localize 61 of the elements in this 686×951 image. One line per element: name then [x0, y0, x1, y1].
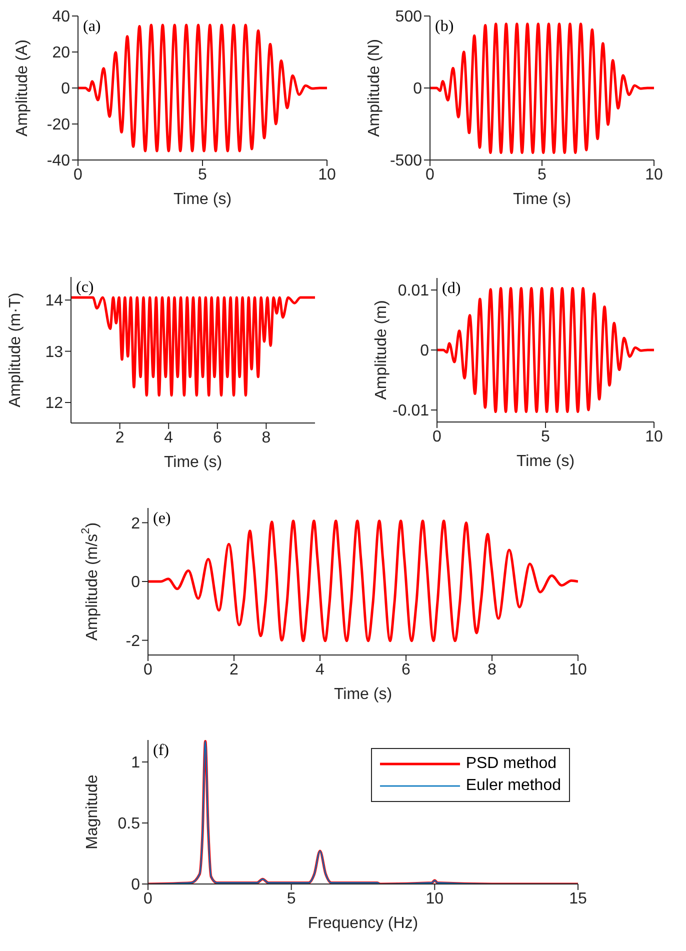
x-tick-label: 6	[402, 661, 411, 678]
y-tick-label: 13	[45, 344, 64, 361]
y-tick-label: 20	[52, 44, 70, 62]
y-axis-title: Amplitude (A)	[14, 40, 30, 136]
annotation: (d)	[442, 280, 461, 298]
y-axis-title: Magnitude	[84, 774, 100, 850]
y-tick-label: 2	[131, 515, 140, 532]
x-tick-label: 8	[262, 429, 271, 446]
y-tick-label: 0	[131, 876, 140, 894]
y-tick-label: 0	[131, 574, 140, 592]
x-axis-title: Frequency (Hz)	[308, 915, 418, 932]
y-axis-title: Amplitude (N)	[366, 39, 382, 137]
line-series	[71, 296, 315, 397]
x-axis-title: Time (s)	[516, 453, 575, 470]
x-axis-title: Time (s)	[334, 686, 392, 703]
y-tick-label: -2	[126, 632, 140, 650]
y-tick-label: 12	[45, 395, 64, 412]
x-tick-label: 10	[569, 661, 587, 678]
x-tick-label: 10	[426, 890, 444, 908]
y-tick-label: 0.01	[398, 282, 430, 300]
y-tick-label: -500	[390, 152, 422, 170]
y-axis-title: Amplitude (m)	[372, 300, 390, 400]
legend-label: Euler method	[466, 776, 561, 796]
y-tick-label: 40	[52, 8, 70, 26]
x-axis-title: Time (s)	[164, 454, 222, 471]
x-tick-label: 8	[488, 661, 497, 678]
x-tick-label: 10	[318, 166, 336, 184]
x-tick-label: 0	[144, 661, 153, 678]
x-tick-label: 0	[74, 166, 83, 184]
y-tick-label: 500	[395, 8, 422, 26]
y-tick-label: 0	[61, 80, 70, 98]
annotation: (b)	[435, 18, 454, 36]
y-axis-title: Amplitude (m·T)	[6, 292, 24, 408]
annotation: (a)	[83, 18, 101, 36]
y-tick-label: -40	[46, 152, 70, 170]
annotation: (c)	[76, 279, 94, 297]
x-tick-label: 5	[286, 890, 296, 908]
x-tick-label: 10	[645, 166, 663, 184]
x-tick-label: 4	[164, 429, 174, 446]
y-tick-label: 0.5	[118, 816, 140, 833]
annotation: (f)	[153, 742, 169, 760]
y-tick-label: -20	[46, 116, 70, 134]
x-tick-label: 10	[645, 428, 663, 446]
x-tick-label: 0	[432, 428, 442, 446]
y-tick-label: 0	[420, 342, 430, 360]
x-axis-title: Time (s)	[173, 191, 232, 208]
y-tick-label: 14	[45, 292, 64, 310]
x-tick-label: 5	[538, 166, 547, 184]
x-tick-label: 15	[569, 890, 587, 908]
legend-label: PSD method	[466, 754, 557, 774]
y-tick-label: 1	[131, 754, 140, 772]
x-tick-label: 4	[316, 661, 325, 678]
x-tick-label: 5	[541, 428, 550, 446]
x-tick-label: 2	[230, 661, 239, 678]
x-axis-title: Time (s)	[512, 191, 572, 208]
annotation: (e)	[153, 510, 171, 528]
x-tick-label: 5	[198, 166, 208, 184]
y-tick-label: 0	[413, 80, 422, 98]
y-tick-label: -0.01	[392, 402, 430, 420]
x-tick-label: 6	[212, 429, 222, 446]
x-tick-label: 0	[144, 890, 153, 908]
